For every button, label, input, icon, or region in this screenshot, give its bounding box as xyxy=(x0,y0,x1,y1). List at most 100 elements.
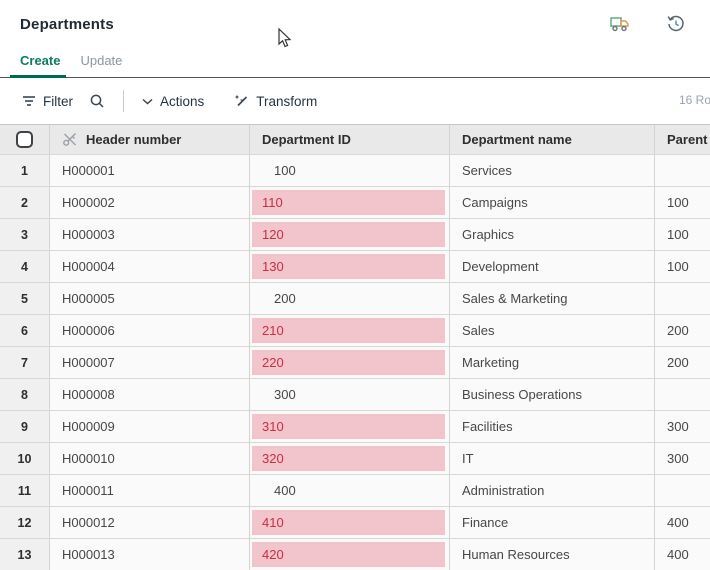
header-number-cell[interactable]: H000010 xyxy=(50,443,250,475)
column-label: Parent ID xyxy=(667,132,710,147)
header-number-cell[interactable]: H000011 xyxy=(50,475,250,507)
header-number-cell[interactable]: H000003 xyxy=(50,219,250,251)
department-name-cell[interactable]: Marketing xyxy=(450,347,655,379)
department-id-cell[interactable]: 210 xyxy=(250,315,450,347)
tab-update[interactable]: Update xyxy=(70,49,132,77)
table-row: 8 H000008 300 Business Operations xyxy=(0,379,710,411)
row-count-label: 16 Rows xyxy=(679,93,710,107)
parent-id-cell[interactable]: 400 xyxy=(655,507,710,539)
actions-button[interactable]: Actions xyxy=(134,88,212,115)
header-number-cell[interactable]: H000013 xyxy=(50,539,250,570)
header-number-cell[interactable]: H000012 xyxy=(50,507,250,539)
delivery-truck-button[interactable] xyxy=(606,10,634,38)
transform-label: Transform xyxy=(256,93,318,109)
department-id-cell[interactable]: 320 xyxy=(250,443,450,475)
department-name-cell[interactable]: Sales & Marketing xyxy=(450,283,655,315)
header-number-cell[interactable]: H000002 xyxy=(50,187,250,219)
parent-id-cell[interactable]: 200 xyxy=(655,315,710,347)
header-number-cell[interactable]: H000004 xyxy=(50,251,250,283)
department-name-cell[interactable]: IT xyxy=(450,443,655,475)
row-number-cell[interactable]: 4 xyxy=(0,251,50,283)
row-number-cell[interactable]: 8 xyxy=(0,379,50,411)
department-id-cell[interactable]: 220 xyxy=(250,347,450,379)
parent-id-cell[interactable]: 300 xyxy=(655,443,710,475)
row-number-cell[interactable]: 1 xyxy=(0,155,50,187)
department-id-cell[interactable]: 410 xyxy=(250,507,450,539)
department-name-cell[interactable]: Finance xyxy=(450,507,655,539)
header-number-cell[interactable]: H000007 xyxy=(50,347,250,379)
row-number-cell[interactable]: 7 xyxy=(0,347,50,379)
department-id-cell[interactable]: 100 xyxy=(250,155,450,187)
validation-highlight xyxy=(252,350,445,375)
row-number-cell[interactable]: 9 xyxy=(0,411,50,443)
parent-id-cell[interactable] xyxy=(655,475,710,507)
table-row: 3 H000003 120 Graphics 100 xyxy=(0,219,710,251)
department-name-cell[interactable]: Campaigns xyxy=(450,187,655,219)
department-id-cell[interactable]: 400 xyxy=(250,475,450,507)
transform-button[interactable]: Transform xyxy=(226,88,325,115)
parent-id-cell[interactable] xyxy=(655,379,710,411)
row-number-cell[interactable]: 6 xyxy=(0,315,50,347)
select-all-checkbox[interactable] xyxy=(16,131,33,148)
parent-id-cell[interactable]: 300 xyxy=(655,411,710,443)
history-icon xyxy=(667,15,685,33)
department-name-cell[interactable]: Graphics xyxy=(450,219,655,251)
history-button[interactable] xyxy=(662,10,690,38)
parent-id-cell[interactable]: 200 xyxy=(655,347,710,379)
parent-id-cell[interactable] xyxy=(655,283,710,315)
filter-button[interactable]: Filter xyxy=(14,88,81,115)
table-row: 6 H000006 210 Sales 200 xyxy=(0,315,710,347)
tab-create[interactable]: Create xyxy=(10,49,70,78)
magic-wand-icon xyxy=(234,94,249,109)
column-header-header-number[interactable]: Header number xyxy=(50,125,250,155)
validation-highlight xyxy=(252,414,445,439)
table-row: 7 H000007 220 Marketing 200 xyxy=(0,347,710,379)
department-name-cell[interactable]: Human Resources xyxy=(450,539,655,570)
grid-body: 1 H000001 100 Services 2 H000002 110 Cam… xyxy=(0,155,710,570)
header-number-cell[interactable]: H000009 xyxy=(50,411,250,443)
column-header-department-name[interactable]: Department name xyxy=(450,125,655,155)
column-label: Header number xyxy=(86,132,182,147)
row-number-cell[interactable]: 11 xyxy=(0,475,50,507)
row-number-cell[interactable]: 2 xyxy=(0,187,50,219)
department-id-cell[interactable]: 130 xyxy=(250,251,450,283)
parent-id-cell[interactable] xyxy=(655,155,710,187)
header-number-cell[interactable]: H000008 xyxy=(50,379,250,411)
header-number-cell[interactable]: H000006 xyxy=(50,315,250,347)
department-id-cell[interactable]: 120 xyxy=(250,219,450,251)
table-row: 10 H000010 320 IT 300 xyxy=(0,443,710,475)
parent-id-cell[interactable]: 400 xyxy=(655,539,710,570)
truck-icon xyxy=(610,16,630,32)
department-name-cell[interactable]: Sales xyxy=(450,315,655,347)
table-row: 5 H000005 200 Sales & Marketing xyxy=(0,283,710,315)
row-number-cell[interactable]: 10 xyxy=(0,443,50,475)
column-header-department-id[interactable]: Department ID xyxy=(250,125,450,155)
parent-id-cell[interactable]: 100 xyxy=(655,187,710,219)
header-number-cell[interactable]: H000001 xyxy=(50,155,250,187)
key-slash-icon xyxy=(62,132,78,147)
header-number-cell[interactable]: H000005 xyxy=(50,283,250,315)
row-number-cell[interactable]: 13 xyxy=(0,539,50,570)
department-name-cell[interactable]: Administration xyxy=(450,475,655,507)
parent-id-cell[interactable]: 100 xyxy=(655,251,710,283)
row-number-cell[interactable]: 5 xyxy=(0,283,50,315)
validation-highlight xyxy=(252,254,445,279)
tab-bar: Create Update xyxy=(0,48,710,78)
row-number-cell[interactable]: 12 xyxy=(0,507,50,539)
row-number-cell[interactable]: 3 xyxy=(0,219,50,251)
department-id-cell[interactable]: 300 xyxy=(250,379,450,411)
department-name-cell[interactable]: Services xyxy=(450,155,655,187)
department-name-cell[interactable]: Business Operations xyxy=(450,379,655,411)
department-id-cell[interactable]: 110 xyxy=(250,187,450,219)
parent-id-cell[interactable]: 100 xyxy=(655,219,710,251)
department-name-cell[interactable]: Facilities xyxy=(450,411,655,443)
column-label: Department ID xyxy=(262,132,351,147)
toolbar-divider xyxy=(123,90,124,112)
department-id-cell[interactable]: 420 xyxy=(250,539,450,570)
department-id-cell[interactable]: 310 xyxy=(250,411,450,443)
department-name-cell[interactable]: Development xyxy=(450,251,655,283)
department-id-cell[interactable]: 200 xyxy=(250,283,450,315)
search-button[interactable] xyxy=(81,87,113,115)
validation-highlight xyxy=(252,446,445,471)
column-header-parent-id[interactable]: Parent ID xyxy=(655,125,710,155)
